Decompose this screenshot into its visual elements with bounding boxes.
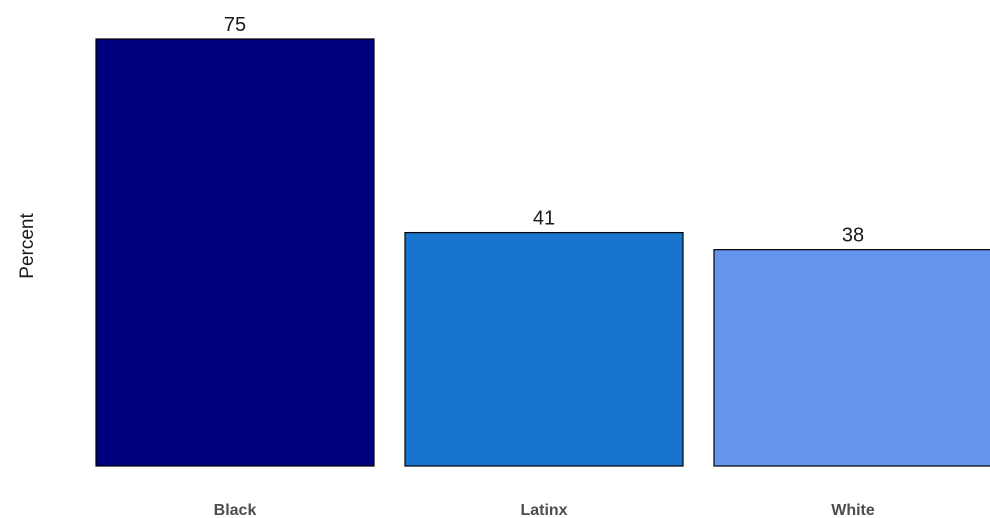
- x-tick-labels-group: Black Latinx White: [214, 502, 875, 518]
- data-label-latinx: 41: [533, 208, 555, 230]
- bars-group: [95, 38, 990, 467]
- bar-black: [95, 38, 375, 467]
- data-label-white: 38: [842, 225, 864, 247]
- bar-latinx: [404, 231, 684, 467]
- data-label-black: 75: [224, 14, 246, 36]
- x-tick-label-white: White: [831, 502, 875, 518]
- y-axis-title: Percent: [17, 213, 38, 279]
- data-labels-group: 75 41 38: [224, 14, 864, 247]
- bar-white: [713, 249, 990, 467]
- x-tick-label-black: Black: [214, 502, 257, 518]
- x-tick-label-latinx: Latinx: [520, 502, 567, 518]
